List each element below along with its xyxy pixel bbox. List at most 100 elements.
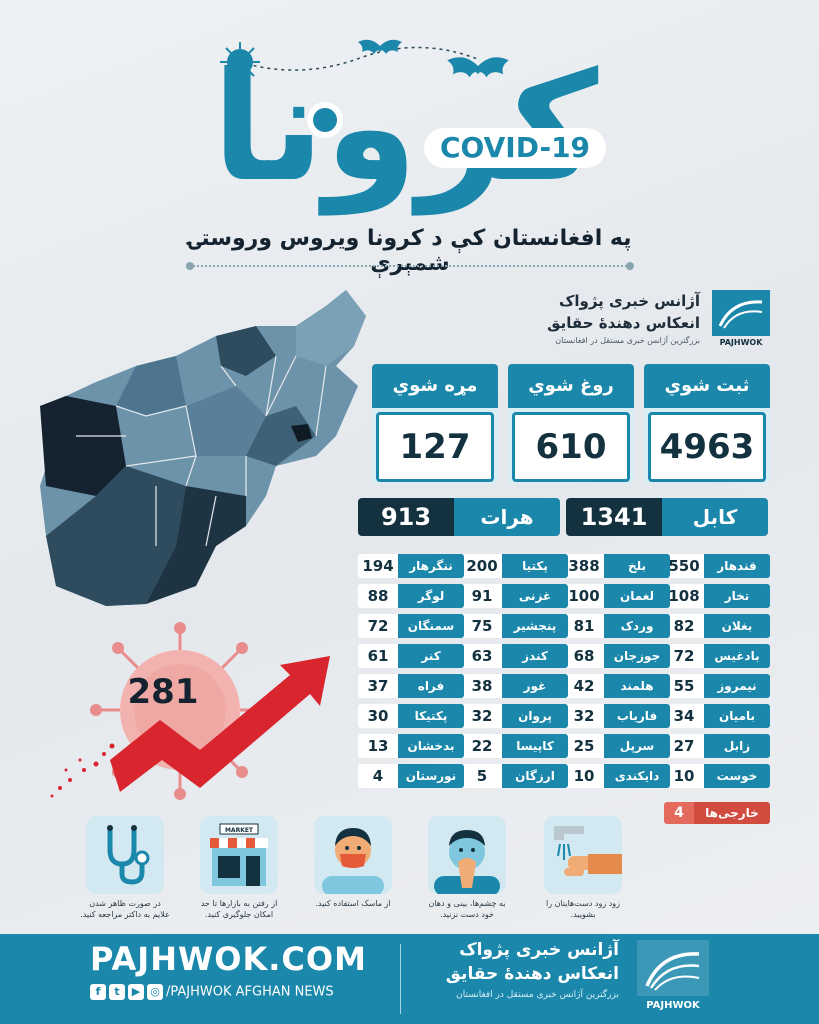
province-row: 13 بدخشان	[358, 734, 464, 758]
province-row: 27 زابل	[664, 734, 770, 758]
province-value: 55	[664, 674, 704, 698]
divider-dot	[186, 262, 194, 270]
province-row: 38 غور	[462, 674, 568, 698]
province-row: 10 خوست	[664, 764, 770, 788]
stat-value: 4963	[648, 412, 766, 482]
footer-agency-name: آژانس خبری پژواک	[459, 940, 619, 960]
tip-caption: در صورت ظاهر شدن علایم به داکتر مراجعه ک…	[80, 899, 170, 919]
province-row: 42 هلمند	[564, 674, 670, 698]
province-row: 75 پنجشیر	[462, 614, 568, 638]
province-highlight-kabul: 1341 کابل	[566, 498, 768, 536]
facebook-icon[interactable]: f	[90, 984, 106, 1000]
foreigners-value: 4	[664, 802, 694, 824]
stat-recovered: روغ شوي 610	[508, 364, 634, 484]
province-row: 550 قندهار	[664, 554, 770, 578]
tip-caption: زود زود دست‌هایتان را بشویید.	[545, 899, 621, 919]
province-value: 22	[462, 734, 502, 758]
province-highlight-herat: 913 هرات	[358, 498, 560, 536]
province-name: پنجشیر	[502, 614, 568, 638]
stat-value: 610	[512, 412, 630, 482]
tip-see-doctor: در صورت ظاهر شدن علایم به داکتر مراجعه ک…	[80, 816, 170, 920]
divider-dot	[626, 262, 634, 270]
province-row: 88 لوگر	[358, 584, 464, 608]
province-name: سمنگان	[398, 614, 464, 638]
foreigners-label: خارجی‌ها	[694, 802, 770, 824]
province-row: 388 بلخ	[564, 554, 670, 578]
agency-tagline: بزرگترین آژانس خبری مستقل در افغانستان	[555, 336, 700, 345]
province-row: 32 فاریاب	[564, 704, 670, 728]
province-name: کنر	[398, 644, 464, 668]
province-row: 55 نیمروز	[664, 674, 770, 698]
mask-icon	[314, 816, 392, 894]
stat-deaths: مړه شوي 127	[372, 364, 498, 484]
province-value: 1341	[566, 498, 662, 536]
province-value: 61	[358, 644, 398, 668]
province-name: کابل	[662, 498, 768, 536]
province-value: 82	[664, 614, 704, 638]
province-name: تخار	[704, 584, 770, 608]
province-name: جوزجان	[604, 644, 670, 668]
hand-wash-icon	[544, 816, 622, 894]
province-row: 22 کاپیسا	[462, 734, 568, 758]
province-name: فراه	[398, 674, 464, 698]
stat-label: روغ شوي	[508, 364, 634, 408]
stat-value: 127	[376, 412, 494, 482]
header-decoration	[220, 39, 509, 138]
province-name: پکتیا	[502, 554, 568, 578]
province-name: بغلان	[704, 614, 770, 638]
footer-domain-link[interactable]: PAJHWOK.COM	[90, 940, 367, 978]
province-name: سرپل	[604, 734, 670, 758]
province-name: دایکندی	[604, 764, 670, 788]
province-row: 100 لغمان	[564, 584, 670, 608]
province-value: 37	[358, 674, 398, 698]
province-name: نورستان	[398, 764, 464, 788]
trend-arrow-icon	[110, 656, 330, 792]
province-value: 108	[664, 584, 704, 608]
province-row: 61 کنر	[358, 644, 464, 668]
province-value: 10	[664, 764, 704, 788]
foreigners-row: 4 خارجی‌ها	[664, 802, 770, 824]
province-row: 72 بادغیس	[664, 644, 770, 668]
footer-logo-text: PAJHWOK	[646, 1000, 701, 1011]
tip-caption: از ماسک استفاده کنید.	[315, 899, 391, 908]
province-row: 91 غزنی	[462, 584, 568, 608]
province-value: 32	[462, 704, 502, 728]
tip-caption: از رفتن به بازارها تا حد امکان جلوگیری ک…	[200, 899, 278, 919]
agency-slogan: انعکاس دهندهٔ حقایق	[547, 314, 700, 332]
instagram-icon[interactable]: ◎	[147, 984, 163, 1000]
province-row: 5 ارزگان	[462, 764, 568, 788]
youtube-icon[interactable]: ▶	[128, 984, 144, 1000]
province-row: 194 ننگرهار	[358, 554, 464, 578]
province-value: 25	[564, 734, 604, 758]
province-value: 388	[564, 554, 604, 578]
footer-bar: PAJHWOK.COM f t ▶ ◎/PAJHWOK AFGHAN NEWS آژا…	[0, 934, 819, 1024]
province-row: 25 سرپل	[564, 734, 670, 758]
province-name: هرات	[454, 498, 560, 536]
province-value: 72	[664, 644, 704, 668]
virus-icon	[307, 102, 343, 138]
province-name: پروان	[502, 704, 568, 728]
province-name: ننگرهار	[398, 554, 464, 578]
stat-label: ثبت شوي پېښې	[644, 364, 770, 440]
twitter-icon[interactable]: t	[109, 984, 125, 1000]
province-value: 194	[358, 554, 398, 578]
tip-wear-mask: از ماسک استفاده کنید.	[308, 816, 398, 909]
province-name: ارزگان	[502, 764, 568, 788]
market-icon: MARKET	[200, 816, 278, 894]
province-name: فاریاب	[604, 704, 670, 728]
market-sign-text: MARKET	[225, 827, 254, 834]
province-name: هلمند	[604, 674, 670, 698]
page-subtitle: په افغانستان کې د کرونا ویروس وروستۍ شمې…	[188, 226, 632, 276]
province-value: 32	[564, 704, 604, 728]
province-value: 88	[358, 584, 398, 608]
bat-icon	[447, 57, 509, 78]
province-name: زابل	[704, 734, 770, 758]
province-name: لوگر	[398, 584, 464, 608]
province-name: غزنی	[502, 584, 568, 608]
footer-pajhwok-logo-icon: PAJHWOK	[637, 940, 709, 1011]
province-name: کندز	[502, 644, 568, 668]
province-name: نیمروز	[704, 674, 770, 698]
logo-text: PAJHWOK	[720, 338, 764, 347]
province-row: 68 جوزجان	[564, 644, 670, 668]
social-handle[interactable]: /PAJHWOK AFGHAN NEWS	[166, 984, 334, 1000]
